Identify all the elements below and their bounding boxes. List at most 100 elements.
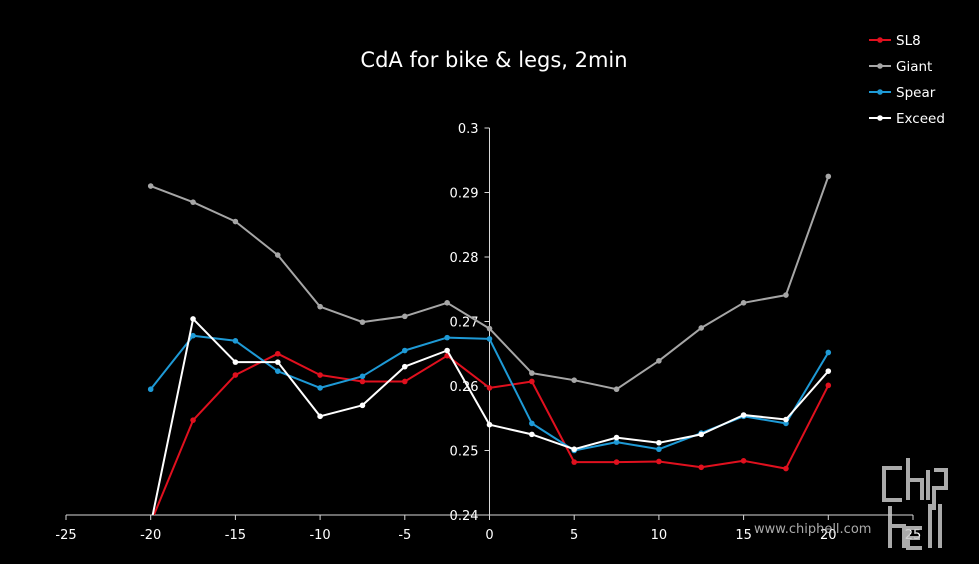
data-point-exceed	[740, 412, 747, 418]
data-point-spear	[825, 349, 832, 356]
data-point-exceed	[486, 421, 493, 428]
data-point-spear	[529, 420, 535, 427]
x-tick-label: 5	[570, 528, 578, 543]
data-point-sl8	[656, 458, 662, 465]
legend-item-exceed: Exceed	[869, 111, 945, 127]
data-point-exceed	[148, 522, 154, 528]
watermark-url: www.chiphell.com	[754, 522, 871, 537]
data-point-spear	[232, 338, 239, 344]
data-point-exceed	[444, 347, 450, 354]
legend-item-sl8: SL8	[869, 33, 921, 49]
legend-marker	[877, 63, 883, 69]
x-tick-label: 0	[485, 528, 493, 543]
y-tick-label: 0.29	[450, 187, 479, 202]
legend: SL8 Giant Spear Exceed	[869, 33, 945, 127]
data-point-giant	[317, 303, 323, 310]
data-point-spear	[656, 446, 662, 453]
data-point-exceed	[613, 434, 620, 441]
data-point-giant	[571, 377, 577, 383]
legend-marker	[877, 115, 883, 121]
series-giant	[147, 173, 832, 393]
data-point-giant	[740, 299, 747, 306]
x-tick-label: 20	[820, 528, 837, 543]
x-tick-label: -15	[225, 528, 246, 543]
y-tick-label: 0.28	[450, 251, 479, 266]
watermark: www.chiphell.com	[754, 458, 948, 550]
data-point-sl8	[783, 465, 789, 472]
legend-marker	[877, 89, 883, 95]
data-point-exceed	[190, 316, 196, 322]
data-point-exceed	[359, 402, 366, 409]
chart-title: CdA for bike & legs, 2min	[360, 48, 627, 72]
data-point-giant	[147, 183, 154, 189]
legend-label: SL8	[896, 33, 921, 49]
x-tick-label: -5	[398, 528, 411, 543]
legend-item-giant: Giant	[869, 59, 932, 75]
data-point-giant	[698, 325, 705, 331]
data-point-sl8	[232, 372, 239, 378]
data-point-sl8	[486, 385, 493, 391]
data-point-spear	[444, 334, 450, 341]
y-tick-label: 0.25	[450, 445, 479, 460]
data-point-sl8	[317, 372, 323, 378]
data-point-spear	[317, 385, 323, 391]
x-tick-label: 15	[735, 528, 752, 543]
data-point-spear	[190, 332, 196, 339]
y-tick-label: 0.3	[458, 122, 479, 137]
data-point-exceed	[402, 363, 408, 370]
data-point-spear	[783, 420, 789, 427]
x-tick-label: 10	[651, 528, 668, 543]
data-point-exceed	[825, 368, 832, 374]
legend-marker	[877, 37, 883, 43]
data-point-exceed	[783, 416, 789, 423]
y-tick-label: 0.27	[450, 316, 479, 331]
data-point-exceed	[529, 431, 535, 438]
data-point-giant	[232, 218, 239, 225]
data-point-sl8	[825, 382, 832, 389]
data-point-spear	[613, 439, 620, 445]
data-point-giant	[359, 319, 366, 325]
data-point-spear	[147, 386, 154, 393]
chiphell-logo	[882, 458, 948, 550]
data-point-sl8	[698, 464, 705, 471]
data-point-sl8	[148, 520, 154, 526]
legend-label: Exceed	[896, 111, 945, 127]
y-tick-label: 0.24	[450, 509, 479, 524]
data-point-sl8	[529, 378, 535, 385]
x-tick-label: -10	[309, 528, 330, 543]
data-point-sl8	[571, 459, 577, 465]
axes: -25 -20 -15 -10 -5 0 5 10 15 20 250.240.250.260.27…	[55, 122, 921, 543]
data-point-giant	[190, 199, 196, 205]
data-point-exceed	[571, 446, 577, 453]
data-point-exceed	[656, 439, 662, 446]
data-point-exceed	[698, 431, 705, 438]
data-point-spear	[486, 336, 493, 342]
data-point-spear	[402, 347, 408, 354]
data-point-giant	[274, 252, 281, 258]
x-tick-label: -25	[55, 528, 76, 543]
data-point-giant	[825, 173, 832, 180]
data-point-sl8	[613, 459, 620, 465]
series-exceed	[148, 316, 832, 528]
data-point-giant	[783, 292, 789, 298]
data-point-exceed	[274, 359, 281, 365]
data-point-sl8	[740, 458, 747, 464]
data-point-sl8	[274, 350, 281, 357]
y-tick-label: 0.26	[450, 380, 479, 395]
data-point-sl8	[190, 417, 196, 423]
data-point-exceed	[232, 359, 239, 365]
data-point-exceed	[317, 413, 323, 420]
data-point-spear	[359, 373, 366, 380]
data-point-giant	[486, 325, 493, 332]
data-point-sl8	[402, 378, 408, 385]
legend-label: Spear	[896, 85, 936, 101]
data-point-giant	[444, 299, 450, 306]
data-point-giant	[656, 358, 662, 364]
legend-item-spear: Spear	[869, 85, 936, 101]
data-point-giant	[613, 386, 620, 393]
legend-label: Giant	[896, 59, 932, 75]
x-tick-label: -20	[140, 528, 161, 543]
data-point-giant	[402, 313, 408, 320]
data-point-giant	[529, 370, 535, 376]
